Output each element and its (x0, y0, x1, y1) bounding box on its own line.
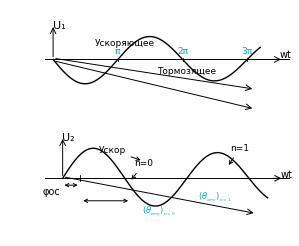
Text: $(\theta_{_{omn}})_{_{n=1}}$: $(\theta_{_{omn}})_{_{n=1}}$ (198, 190, 231, 204)
Text: wt: wt (280, 170, 292, 180)
Text: 3π: 3π (242, 47, 253, 56)
Text: 2π: 2π (177, 47, 188, 56)
Text: π: π (115, 47, 120, 56)
Text: φос: φос (43, 187, 61, 197)
Text: wt: wt (280, 50, 292, 61)
Text: n=1: n=1 (229, 144, 249, 164)
Text: U₁: U₁ (53, 20, 65, 31)
Text: Ускоряющее: Ускоряющее (95, 39, 155, 47)
Text: n=0: n=0 (132, 159, 153, 179)
Text: $(\theta_{_{omn}})_{_{n=0}}$: $(\theta_{_{omn}})_{_{n=0}}$ (142, 204, 176, 218)
Text: Ускор: Ускор (98, 146, 140, 160)
Text: U₂: U₂ (62, 133, 75, 143)
Text: Тормозящее: Тормозящее (158, 67, 216, 77)
